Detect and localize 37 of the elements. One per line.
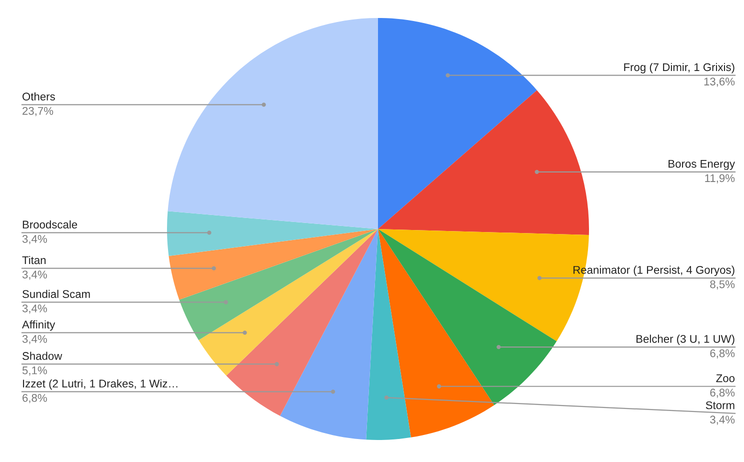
data-label: 13,6% <box>704 78 735 87</box>
slice-label: Others <box>22 92 55 100</box>
slice-label: Affinity <box>22 320 56 331</box>
pie-slice <box>226 229 378 416</box>
slice-label: Belcher (3 U, 1 UW) <box>636 334 734 346</box>
data-label: 3,4% <box>710 416 735 425</box>
pie-slice <box>168 18 378 229</box>
pie-slice <box>179 229 378 340</box>
pie-slice <box>378 90 589 235</box>
pie-slice <box>378 229 557 406</box>
pie-slice <box>198 229 378 376</box>
slice-label: Titan <box>22 256 46 264</box>
pie-slice <box>378 229 494 438</box>
data-label: 6,8% <box>22 394 47 404</box>
data-label: 23,7% <box>22 106 54 116</box>
slice-label: Frog (7 Dimir, 1 Grixis) <box>624 62 734 74</box>
pie-slice <box>366 229 411 440</box>
slice-label: Zoo <box>716 374 735 382</box>
pie-slice <box>167 211 378 256</box>
data-label: 6,8% <box>710 349 735 359</box>
slice-label: Shadow <box>22 352 62 360</box>
data-label: 11,9% <box>705 174 735 184</box>
data-label: 5,1% <box>22 366 47 376</box>
pie-slice <box>280 229 378 440</box>
data-label: 8,5% <box>710 280 735 290</box>
slice-label: Izzet (2 Lutri, 1 Drakes, 1 Wiz… <box>23 379 178 390</box>
slice-label: Sundial Scam <box>22 290 90 298</box>
data-label: 3,4% <box>22 235 47 244</box>
data-label: 3,4% <box>22 270 47 280</box>
data-label: 6,8% <box>710 388 735 398</box>
slice-label: Broodscale <box>22 220 78 229</box>
slice-label: Boros Energy <box>668 160 735 170</box>
pie-slice <box>168 229 378 300</box>
pie-slice <box>378 18 537 229</box>
slice-label: Storm <box>706 401 734 410</box>
data-label: 3,4% <box>22 304 47 314</box>
data-label: 3,4% <box>22 334 47 344</box>
